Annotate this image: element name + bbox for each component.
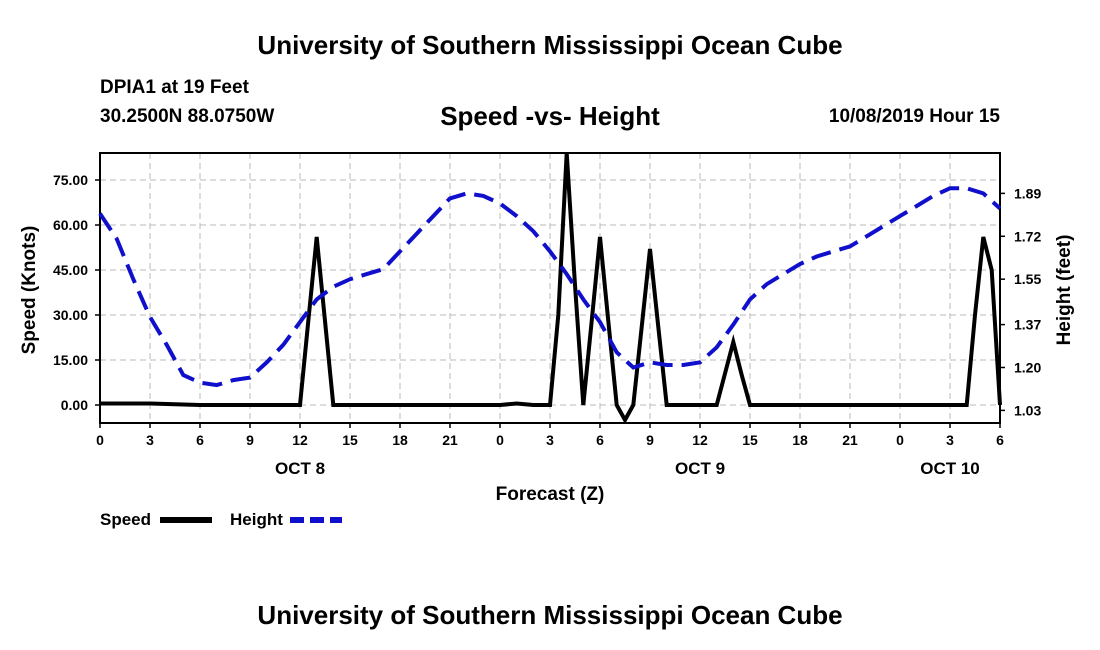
x-axis-label: Forecast (Z) (496, 484, 605, 505)
x-tick-label: 6 (996, 432, 1004, 448)
y-tick-label: 45.00 (53, 262, 88, 278)
y2-tick-label: 1.03 (1014, 402, 1041, 418)
y-tick-label: 30.00 (53, 307, 88, 323)
y-tick-label: 75.00 (53, 172, 88, 188)
x-tick-label: 12 (292, 432, 308, 448)
legend-label-height: Height (230, 510, 283, 529)
x-tick-label: 0 (896, 432, 904, 448)
x-tick-label: 6 (196, 432, 204, 448)
grid-lines (100, 153, 1000, 423)
x-tick-label: 9 (646, 432, 654, 448)
x-tick-label: 21 (842, 432, 858, 448)
footer-title: University of Southern Mississippi Ocean… (257, 600, 843, 630)
y-tick-label: 0.00 (61, 397, 88, 413)
y2-tick-label: 1.89 (1014, 185, 1041, 201)
date-label: OCT 8 (275, 459, 325, 478)
x-tick-label: 21 (442, 432, 458, 448)
y2-tick-label: 1.72 (1014, 228, 1041, 244)
x-tick-label: 18 (792, 432, 808, 448)
y2-axis-label: Height (feet) (1054, 235, 1075, 346)
y-axis-label: Speed (Knots) (19, 226, 40, 355)
station-coordinates: 30.2500N 88.0750W (100, 106, 275, 127)
x-tick-label: 15 (742, 432, 758, 448)
x-tick-label: 15 (342, 432, 358, 448)
x-tick-label: 18 (392, 432, 408, 448)
x-tick-label: 3 (146, 432, 154, 448)
y2-tick-label: 1.55 (1014, 271, 1041, 287)
axes: 0 3 6 9 12 15 18 21 0 3 6 9 12 15 18 21 0 3 6 OCT 8 OCT 9 OCT… (53, 172, 1042, 478)
x-tick-label: 0 (496, 432, 504, 448)
x-tick-label: 12 (692, 432, 708, 448)
series-lines (98, 152, 1002, 425)
x-tick-label: 3 (546, 432, 554, 448)
y-tick-label: 15.00 (53, 352, 88, 368)
legend-label-speed: Speed (100, 510, 151, 529)
y-tick-label: 60.00 (53, 217, 88, 233)
forecast-date-hour: 10/08/2019 Hour 15 (828, 106, 1000, 127)
x-tick-label: 3 (946, 432, 954, 448)
date-label: OCT 9 (675, 459, 725, 478)
page-title: University of Southern Mississippi Ocean… (257, 30, 843, 60)
speed-series-line (100, 152, 1002, 425)
chart-title: Speed -vs- Height (440, 101, 660, 131)
y2-tick-label: 1.20 (1014, 359, 1041, 375)
y2-tick-label: 1.37 (1014, 317, 1041, 333)
legend: Speed Height (100, 510, 342, 529)
station-name: DPIA1 at 19 Feet (100, 77, 249, 98)
x-tick-label: 0 (96, 432, 104, 448)
date-label: OCT 10 (920, 459, 980, 478)
x-tick-label: 6 (596, 432, 604, 448)
height-series-line (98, 186, 1002, 388)
x-tick-label: 9 (246, 432, 254, 448)
